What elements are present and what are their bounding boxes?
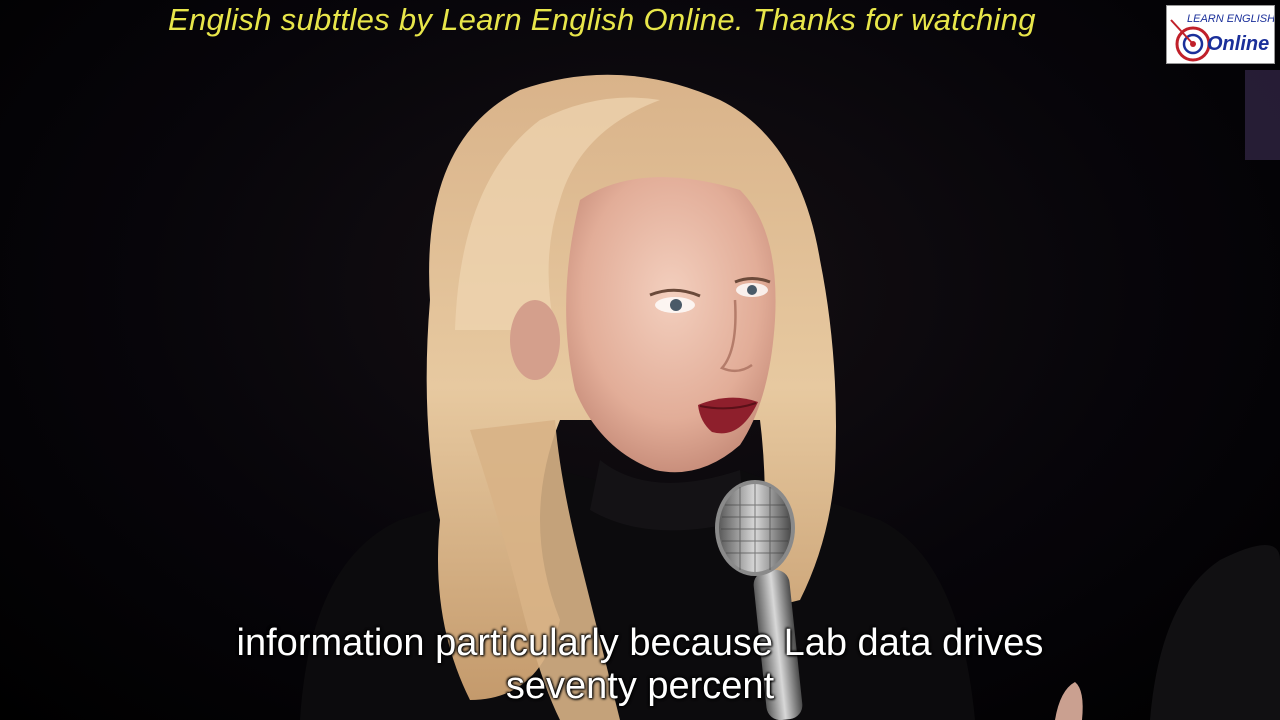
microphone-icon <box>715 480 803 720</box>
subtitle-line-1: information particularly because Lab dat… <box>236 622 1044 664</box>
speaker-hand <box>1055 682 1083 720</box>
subtitle-line-2: seventy percent <box>505 665 775 707</box>
channel-logo: LEARN ENGLISH Online <box>1166 5 1275 64</box>
logo-line-2: Online <box>1207 33 1269 55</box>
speaker-hair-strand <box>470 420 620 720</box>
logo-line-1: LEARN ENGLISH <box>1187 13 1275 25</box>
target-icon <box>1170 19 1211 62</box>
background-person-shape <box>1150 70 1280 720</box>
top-banner-text: English subttles by Learn English Online… <box>168 2 1036 37</box>
speaker-face <box>510 177 776 473</box>
